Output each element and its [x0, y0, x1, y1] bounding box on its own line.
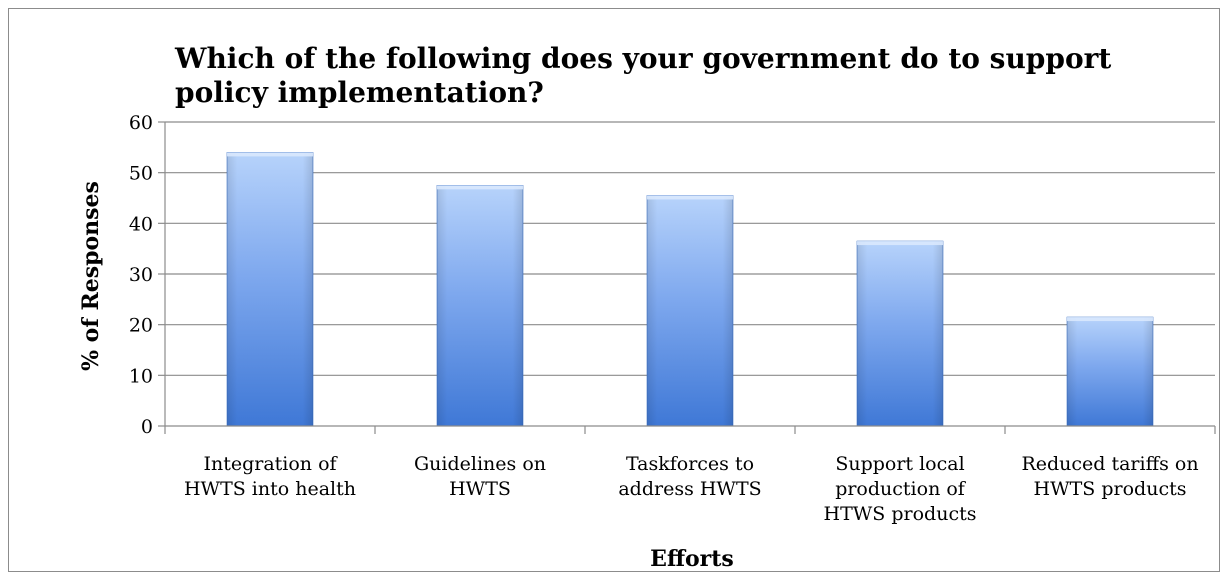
y-tick-label: 40 — [129, 213, 153, 235]
x-tick-label: Integration of HWTS into health — [184, 453, 356, 500]
y-axis-title: % of Responses — [78, 181, 104, 371]
bar-shading — [647, 195, 733, 426]
chart-title: Which of the following does your governm… — [175, 42, 1112, 109]
y-tick-label: 30 — [129, 264, 153, 286]
bar-top-highlight — [227, 152, 313, 157]
y-tick-label: 20 — [129, 315, 153, 337]
y-tick-label: 0 — [141, 416, 153, 438]
bar-top-highlight — [1067, 317, 1153, 322]
bar-shading — [227, 152, 313, 426]
x-tick-label: Guidelines on HWTS — [414, 453, 546, 500]
y-tick-label: 60 — [129, 112, 153, 134]
chart-frame — [8, 8, 1220, 572]
bar-top-highlight — [647, 195, 733, 200]
y-tick-label: 50 — [129, 163, 153, 185]
x-tick-label: Taskforces to address HWTS — [618, 453, 761, 500]
bar-shading — [437, 185, 523, 426]
bar-shading — [857, 241, 943, 426]
bar-top-highlight — [857, 241, 943, 246]
bar-shading — [1067, 317, 1153, 426]
y-tick-label: 10 — [129, 365, 153, 387]
x-tick-label: Support local production of HTWS products — [824, 453, 977, 525]
bar-top-highlight — [437, 185, 523, 190]
x-tick-label: Reduced tariffs on HWTS products — [1021, 453, 1198, 500]
x-axis-title: Efforts — [650, 546, 734, 572]
